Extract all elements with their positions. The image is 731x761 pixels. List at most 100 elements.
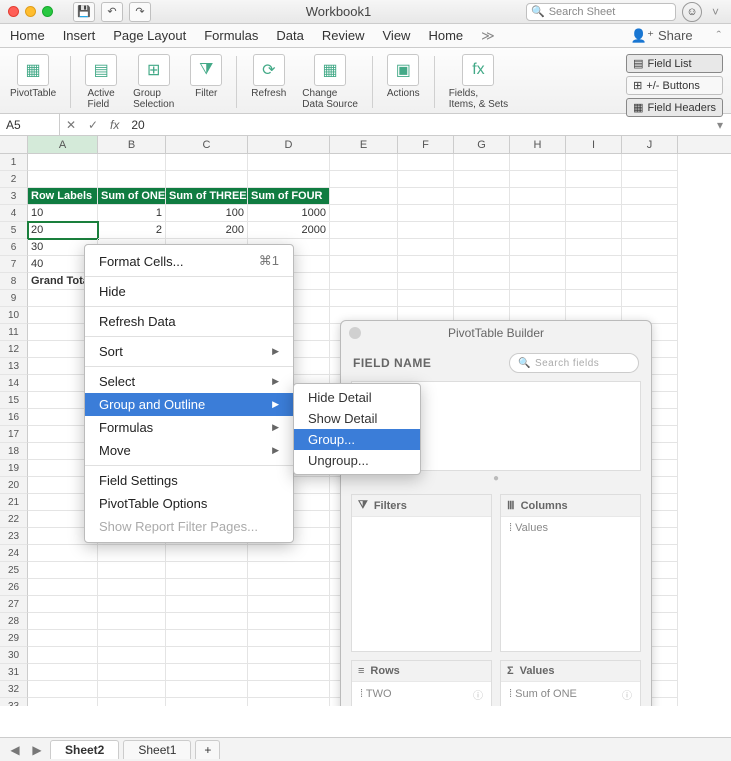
submenu-show-detail[interactable]: Show Detail: [294, 408, 420, 429]
cell[interactable]: 2000: [248, 222, 330, 239]
cell[interactable]: [98, 171, 166, 188]
cell[interactable]: [398, 290, 454, 307]
cell[interactable]: [398, 171, 454, 188]
ribbon-actions[interactable]: ▣Actions: [383, 52, 424, 101]
col-header[interactable]: A: [28, 136, 98, 153]
row-header[interactable]: 1: [0, 154, 28, 171]
cell[interactable]: [330, 171, 398, 188]
save-icon[interactable]: 💾: [73, 2, 95, 22]
cell[interactable]: [98, 664, 166, 681]
cell[interactable]: [98, 613, 166, 630]
cell[interactable]: [330, 154, 398, 171]
row-header[interactable]: 13: [0, 358, 28, 375]
cell[interactable]: [166, 154, 248, 171]
row-header[interactable]: 33: [0, 698, 28, 706]
ribbon-fields-items[interactable]: fxFields, Items, & Sets: [445, 52, 512, 112]
cell[interactable]: Sum of THREE: [166, 188, 248, 205]
cell[interactable]: [248, 613, 330, 630]
cell[interactable]: [510, 256, 566, 273]
cell[interactable]: [166, 664, 248, 681]
undo-icon[interactable]: ↶: [101, 2, 123, 22]
menu-group-outline[interactable]: Group and Outline: [85, 393, 293, 416]
cell[interactable]: [398, 222, 454, 239]
area-item[interactable]: ⁞ Sum of THREEⓘ: [503, 705, 638, 707]
cell[interactable]: [510, 222, 566, 239]
cell[interactable]: [622, 205, 678, 222]
toggle-field-list[interactable]: ▤Field List: [626, 54, 723, 73]
submenu-ungroup[interactable]: Ungroup...: [294, 450, 420, 471]
row-header[interactable]: 9: [0, 290, 28, 307]
col-header[interactable]: F: [398, 136, 454, 153]
cell[interactable]: [28, 171, 98, 188]
cell[interactable]: [398, 273, 454, 290]
cell[interactable]: [330, 256, 398, 273]
cell[interactable]: [622, 273, 678, 290]
row-header[interactable]: 7: [0, 256, 28, 273]
chevron-down-icon[interactable]: ˅: [708, 5, 723, 19]
row-header[interactable]: 28: [0, 613, 28, 630]
cell[interactable]: [248, 579, 330, 596]
area-item[interactable]: ⁞ Values: [503, 519, 638, 537]
sheet-tab[interactable]: Sheet1: [123, 740, 191, 759]
col-header[interactable]: I: [566, 136, 622, 153]
cell[interactable]: [98, 562, 166, 579]
cell[interactable]: [330, 205, 398, 222]
row-header[interactable]: 23: [0, 528, 28, 545]
cell[interactable]: [28, 154, 98, 171]
cell[interactable]: [566, 273, 622, 290]
row-header[interactable]: 24: [0, 545, 28, 562]
row-header[interactable]: 17: [0, 426, 28, 443]
cell[interactable]: [166, 579, 248, 596]
cell[interactable]: [454, 273, 510, 290]
cell[interactable]: [248, 562, 330, 579]
cell[interactable]: [248, 698, 330, 706]
cell[interactable]: [28, 630, 98, 647]
cell[interactable]: [454, 205, 510, 222]
col-header[interactable]: J: [622, 136, 678, 153]
cell[interactable]: [166, 596, 248, 613]
cell[interactable]: [98, 596, 166, 613]
tab-view[interactable]: View: [383, 28, 411, 43]
cell[interactable]: Sum of FOUR: [248, 188, 330, 205]
panel-close-icon[interactable]: [349, 327, 361, 339]
row-header[interactable]: 19: [0, 460, 28, 477]
redo-icon[interactable]: ↷: [129, 2, 151, 22]
cell[interactable]: [166, 562, 248, 579]
cell[interactable]: [28, 562, 98, 579]
cell[interactable]: [510, 239, 566, 256]
cell[interactable]: [454, 154, 510, 171]
tab-home[interactable]: Home: [10, 28, 45, 43]
menu-sort[interactable]: Sort: [85, 340, 293, 363]
cell[interactable]: [330, 290, 398, 307]
search-fields-input[interactable]: 🔍Search fields: [509, 353, 639, 373]
cell[interactable]: [28, 698, 98, 706]
cell[interactable]: [166, 613, 248, 630]
row-header[interactable]: 14: [0, 375, 28, 392]
cell[interactable]: [28, 613, 98, 630]
formula-input[interactable]: 20: [125, 118, 709, 132]
row-header[interactable]: 12: [0, 341, 28, 358]
cell[interactable]: [566, 205, 622, 222]
cell[interactable]: 100: [166, 205, 248, 222]
row-header[interactable]: 29: [0, 630, 28, 647]
row-header[interactable]: 21: [0, 494, 28, 511]
tab-nav-next[interactable]: ▶: [28, 743, 46, 757]
tab-nav-prev[interactable]: ◀: [6, 743, 24, 757]
cell[interactable]: [398, 239, 454, 256]
columns-area[interactable]: ⅢColumns ⁞ Values: [500, 494, 641, 652]
ribbon-active-field[interactable]: ▤Active Field: [81, 52, 121, 112]
select-all-corner[interactable]: [0, 136, 28, 153]
cell[interactable]: [510, 205, 566, 222]
row-header[interactable]: 6: [0, 239, 28, 256]
cell[interactable]: [566, 222, 622, 239]
cell[interactable]: [248, 630, 330, 647]
cell[interactable]: 1: [98, 205, 166, 222]
row-header[interactable]: 11: [0, 324, 28, 341]
cell[interactable]: [98, 545, 166, 562]
cell[interactable]: [622, 188, 678, 205]
share-button[interactable]: 👤⁺Share: [631, 28, 693, 44]
row-header[interactable]: 5: [0, 222, 28, 239]
cell[interactable]: [622, 222, 678, 239]
cell[interactable]: [330, 188, 398, 205]
cell[interactable]: [248, 681, 330, 698]
